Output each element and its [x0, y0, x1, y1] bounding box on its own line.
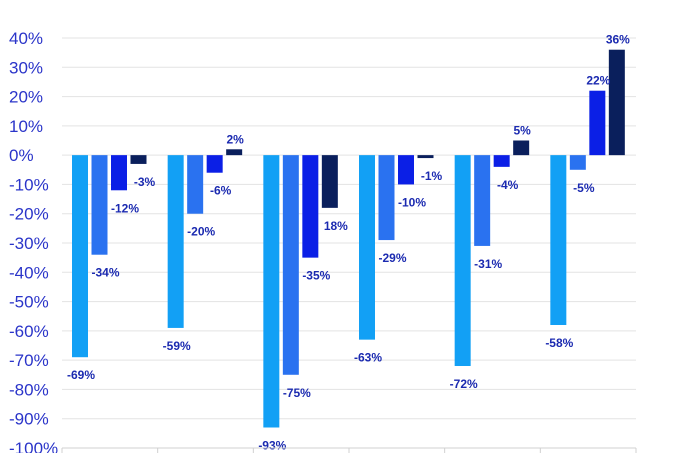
data-label: 36% [606, 33, 630, 47]
data-label: -29% [378, 251, 406, 265]
y-tick-label: -60% [9, 322, 49, 341]
bar-series-4-group-5 [513, 140, 530, 156]
bar-series-2-group-5 [474, 155, 491, 246]
data-label: -63% [354, 351, 382, 365]
bar-series-3-group-5 [493, 155, 510, 167]
data-labels: -69% -59% -93% -63% -72% -58% -34% -20% -75% -29%… [67, 33, 630, 453]
y-tick-label: 0% [9, 146, 34, 165]
bar-series-4-group-1 [130, 155, 147, 164]
bar-series-3-group-3 [302, 155, 319, 258]
data-label: -12% [111, 201, 139, 215]
bar-series-1-group-3 [263, 155, 280, 428]
y-tick-label: -90% [9, 410, 49, 429]
bar-series-3-group-6 [589, 90, 606, 156]
bar-series-3-group-4 [398, 155, 414, 185]
bar-series-2-group-4 [378, 155, 395, 241]
data-label: 18% [324, 219, 348, 233]
bar-series-3-group-2 [206, 155, 223, 173]
data-label: -6% [210, 184, 232, 198]
data-label: -72% [450, 377, 478, 391]
data-label: -20% [187, 225, 215, 239]
y-tick-label: -30% [9, 234, 49, 253]
y-tick-label: -40% [9, 263, 49, 282]
bar-series-1-group-2 [167, 155, 184, 328]
data-label: -69% [67, 368, 95, 382]
bar-series-4-group-2 [226, 149, 243, 156]
data-label: -10% [398, 195, 426, 209]
bar-series-1-group-1 [72, 155, 88, 358]
bar-series-4-group-6 [608, 49, 625, 156]
y-tick-label: -10% [9, 175, 49, 194]
bar-series-4-group-3 [321, 155, 338, 208]
data-label: -35% [302, 269, 330, 283]
gridlines [62, 37, 636, 449]
y-tick-label: 10% [9, 117, 43, 136]
data-label: -59% [163, 339, 191, 353]
bar-series-4-group-4 [417, 155, 434, 159]
bar-series-1-group-4 [359, 155, 375, 340]
data-label: -3% [134, 175, 156, 189]
bar-series-3-group-1 [111, 155, 127, 191]
data-label: -75% [283, 386, 311, 400]
data-label: -34% [91, 266, 119, 280]
y-tick-label: 30% [9, 58, 43, 77]
data-label: 5% [513, 124, 531, 138]
bar-series-1-group-6 [550, 155, 567, 325]
bar-series-2-group-6 [569, 155, 586, 170]
bar-series-2-group-2 [187, 155, 204, 214]
bar-series-1-group-5 [454, 155, 471, 366]
bar-series-2-group-3 [282, 155, 299, 375]
data-label: 2% [226, 132, 244, 146]
y-axis-tick-labels: 40% 30% 20% 10% 0% -10% -20% -30% -40% -50% -60% -7… [9, 29, 58, 453]
y-tick-label: 20% [9, 88, 43, 107]
y-tick-label: -20% [9, 205, 49, 224]
y-tick-label: -100% [9, 439, 58, 453]
data-label: -5% [573, 181, 595, 195]
y-tick-label: -50% [9, 293, 49, 312]
y-tick-label: -80% [9, 380, 49, 399]
data-label: -1% [421, 169, 443, 183]
y-tick-label: 40% [9, 29, 43, 48]
data-label: -58% [545, 336, 573, 350]
x-axis [61, 447, 637, 453]
data-label: -4% [497, 178, 519, 192]
bars [72, 49, 625, 428]
data-label: 22% [586, 74, 610, 88]
data-label: -31% [474, 257, 502, 271]
bar-series-2-group-1 [91, 155, 108, 255]
data-label: -93% [258, 439, 286, 453]
y-tick-label: -70% [9, 351, 49, 370]
